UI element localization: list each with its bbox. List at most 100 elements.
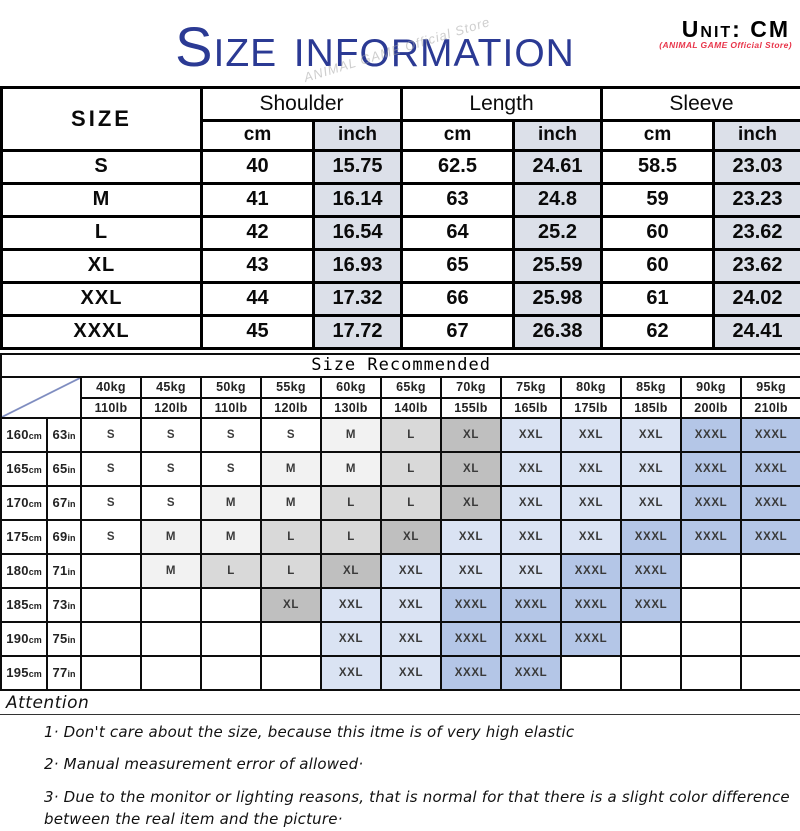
recommended-size-cell: XXXL [441, 656, 501, 690]
recommended-size-cell: XXL [561, 452, 621, 486]
weight-kg-header: 50kg [201, 377, 261, 398]
recommended-size-cell: XXXL [561, 554, 621, 588]
inch-value-cell: 26.38 [514, 315, 602, 348]
inch-value-cell: 23.23 [714, 183, 800, 216]
weight-kg-header: 70kg [441, 377, 501, 398]
recommended-size-cell: XXXL [441, 622, 501, 656]
weight-kg-header: 60kg [321, 377, 381, 398]
recommended-size-cell: XL [321, 554, 381, 588]
recommended-size-cell: XXL [501, 418, 561, 452]
recommended-size-cell: XXXL [501, 656, 561, 690]
recommended-size-cell: XXXL [741, 486, 800, 520]
inch-value-cell: 25.59 [514, 249, 602, 282]
recommended-title: Size Recommended [1, 354, 800, 377]
recommended-size-cell: L [381, 452, 441, 486]
inch-unit-header: inch [314, 120, 402, 150]
recommended-size-cell: XXXL [621, 554, 681, 588]
recommended-size-cell: L [201, 554, 261, 588]
height-in-value: 63 [52, 427, 67, 442]
inch-value-cell: 16.93 [314, 249, 402, 282]
recommended-size-cell [201, 622, 261, 656]
recommended-size-cell: XL [441, 486, 501, 520]
height-in-unit: in [68, 499, 76, 509]
height-in-unit: in [68, 567, 76, 577]
measure-group-header: Length [402, 87, 602, 120]
recommended-size-cell: XXXL [441, 588, 501, 622]
inch-value-cell: 16.54 [314, 216, 402, 249]
inch-value-cell: 24.41 [714, 315, 800, 348]
weight-lb-header: 200lb [681, 398, 741, 418]
recommended-size-cell: XXL [441, 520, 501, 554]
recommended-size-cell [681, 554, 741, 588]
cm-value-cell: 45 [202, 315, 314, 348]
recommended-size-cell: XXL [561, 520, 621, 554]
size-row-label: L [2, 216, 202, 249]
recommended-size-cell: XL [441, 418, 501, 452]
recommended-size-cell: XXXL [561, 588, 621, 622]
recommended-size-cell: L [381, 486, 441, 520]
recommended-size-cell: XXL [321, 656, 381, 690]
recommended-size-cell: S [81, 452, 141, 486]
recommended-size-cell: M [141, 520, 201, 554]
cm-unit-header: cm [202, 120, 314, 150]
height-in-value: 69 [52, 529, 67, 544]
weight-kg-header: 75kg [501, 377, 561, 398]
recommended-size-cell: XL [261, 588, 321, 622]
inch-value-cell: 23.62 [714, 249, 800, 282]
size-row-label: XXL [2, 282, 202, 315]
recommended-size-cell: L [261, 554, 321, 588]
height-cm-unit: cm [29, 533, 42, 543]
recommended-size-cell [621, 656, 681, 690]
recommended-size-cell: XXL [501, 520, 561, 554]
recommended-size-cell [141, 656, 201, 690]
recommended-size-cell [561, 656, 621, 690]
height-in-label: 67in [47, 486, 81, 520]
recommended-size-cell [261, 622, 321, 656]
recommended-size-cell [741, 656, 800, 690]
cm-value-cell: 58.5 [602, 150, 714, 183]
height-cm-unit: cm [29, 635, 42, 645]
height-in-value: 77 [52, 665, 67, 680]
recommended-size-cell: XXXL [681, 520, 741, 554]
recommended-size-cell: S [201, 418, 261, 452]
recommended-size-cell: M [261, 452, 321, 486]
height-cm-label: 170cm [1, 486, 47, 520]
recommended-size-cell: L [321, 520, 381, 554]
cm-value-cell: 44 [202, 282, 314, 315]
recommended-size-cell: XXL [321, 622, 381, 656]
weight-kg-header: 40kg [81, 377, 141, 398]
cm-value-cell: 61 [602, 282, 714, 315]
weight-lb-header: 120lb [261, 398, 321, 418]
recommended-size-cell [261, 656, 321, 690]
inch-value-cell: 25.2 [514, 216, 602, 249]
size-chart-page: Unit: CM (ANIMAL GAME Official Store) AN… [0, 16, 800, 816]
recommended-size-cell [741, 622, 800, 656]
height-cm-value: 170 [6, 495, 29, 510]
recommended-size-cell [141, 588, 201, 622]
height-cm-value: 190 [6, 631, 29, 646]
recommended-size-cell: XXL [621, 452, 681, 486]
height-in-label: 77in [47, 656, 81, 690]
recommended-size-cell: XXL [321, 588, 381, 622]
weight-kg-header: 90kg [681, 377, 741, 398]
attention-item: 1· Don't care about the size, because th… [0, 722, 800, 744]
cm-value-cell: 60 [602, 249, 714, 282]
inch-value-cell: 23.62 [714, 216, 800, 249]
recommended-size-cell: XXXL [681, 452, 741, 486]
recommended-size-cell: S [81, 486, 141, 520]
size-row-label: M [2, 183, 202, 216]
recommended-size-cell: XXL [381, 656, 441, 690]
recommended-size-cell: S [141, 452, 201, 486]
recommended-size-cell: M [261, 486, 321, 520]
height-in-label: 69in [47, 520, 81, 554]
